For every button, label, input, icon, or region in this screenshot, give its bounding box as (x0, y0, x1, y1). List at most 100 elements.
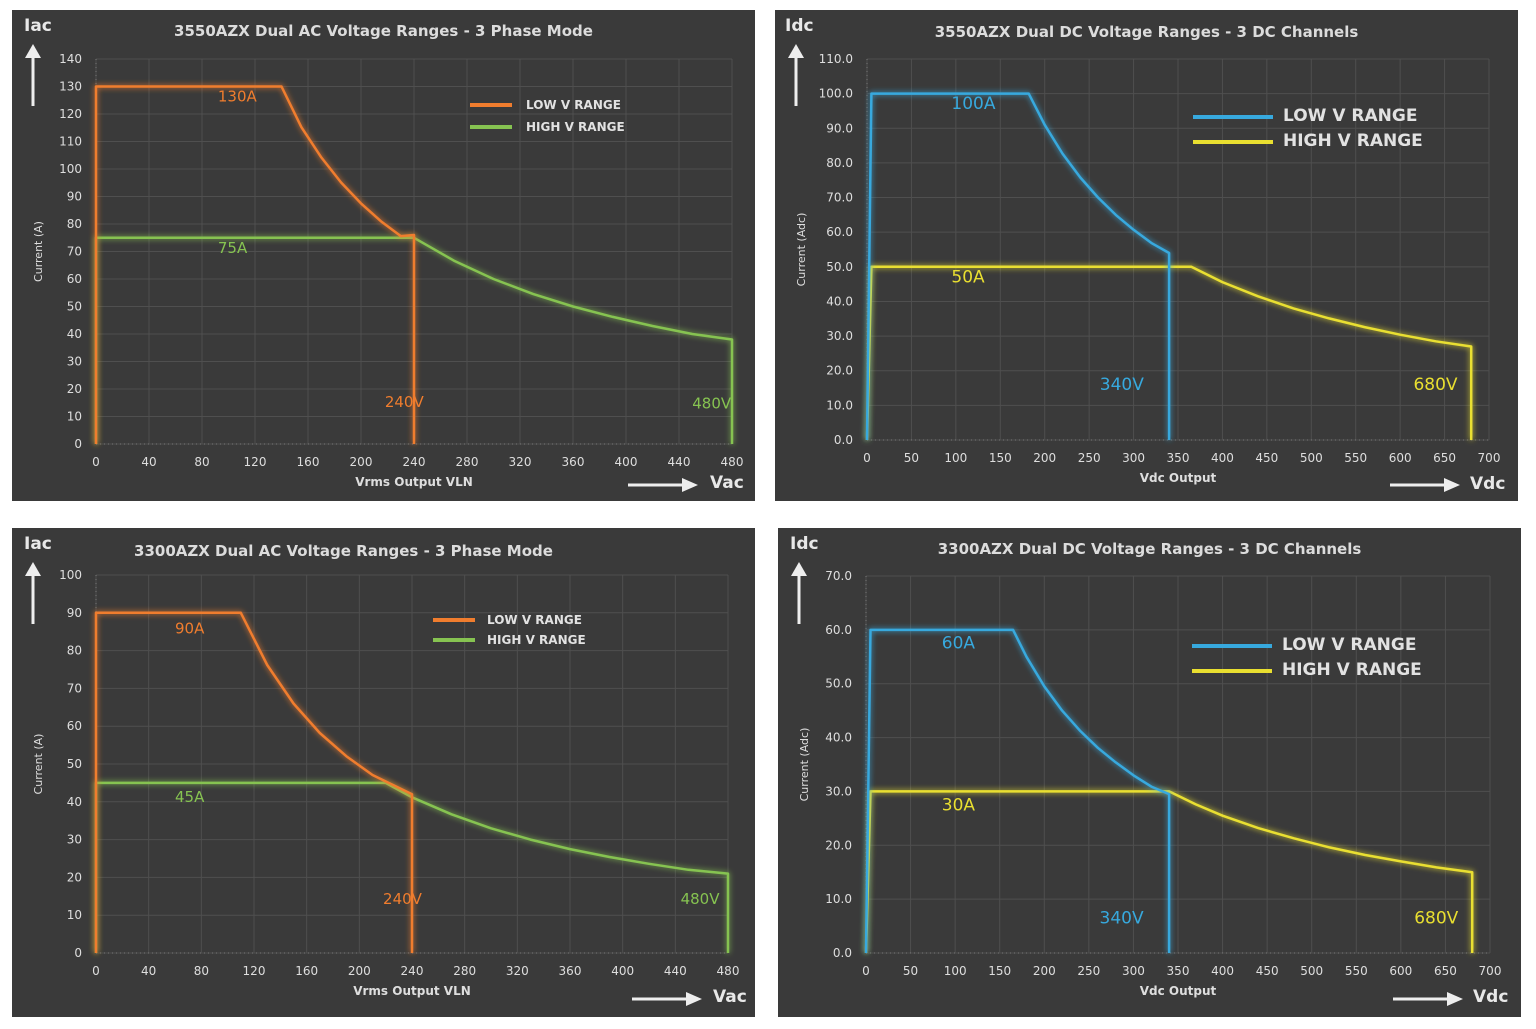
data-label-240v: 240V (383, 890, 423, 908)
y-unit-label: Idc (790, 534, 819, 554)
x-tick-label: 450 (1256, 964, 1279, 978)
x-tick-label: 360 (559, 964, 582, 978)
x-tick-label: 250 (1077, 964, 1100, 978)
x-axis-title: Vdc Output (1140, 471, 1217, 485)
y-tick-label: 60.0 (825, 623, 852, 637)
chart-panel-3300azx-dc: 0 50 100 150 200 250 300 350 400 450 500 550 600 650 7… (778, 528, 1521, 1017)
x-tick-label: 80 (194, 964, 209, 978)
y-tick-label: 110.0 (819, 52, 853, 66)
y-tick-label: 20 (67, 382, 82, 396)
chart-panel-3550azx-ac: 0 40 80 120 160 200 240 280 320 360 400 440 480 0 10 20… (12, 10, 755, 501)
x-tick-label: 0 (863, 451, 871, 465)
y-tick-label: 80.0 (826, 156, 853, 170)
y-tick-label: 30 (67, 833, 82, 847)
x-tick-label: 200 (350, 455, 373, 469)
y-tick-label: 50.0 (826, 260, 853, 274)
x-tick-label: 350 (1167, 451, 1190, 465)
x-tick-label: 700 (1478, 451, 1501, 465)
legend-label: LOW V RANGE (487, 613, 582, 627)
y-tick-label: 0.0 (834, 433, 853, 447)
y-tick-label: 50.0 (825, 677, 852, 691)
chart-panel-3300azx-ac: 0 40 80 120 160 200 240 280 320 360 400 440 480 0 10 20… (12, 528, 755, 1017)
x-tick-label: 550 (1344, 451, 1367, 465)
y-unit-label: Iac (24, 534, 52, 554)
x-tick-label: 350 (1167, 964, 1190, 978)
x-tick-label: 600 (1389, 451, 1412, 465)
x-tick-label: 500 (1300, 964, 1323, 978)
data-label-30a: 30A (942, 795, 976, 815)
y-tick-label: 10.0 (826, 398, 853, 412)
x-tick-label: 120 (243, 964, 266, 978)
x-tick-label: 200 (1033, 964, 1056, 978)
y-tick-label: 30 (67, 355, 82, 369)
y-tick-label: 20.0 (826, 364, 853, 378)
y-tick-label: 50 (67, 300, 82, 314)
chart-plot: 0 50 100 150 200 250 300 350 400 450 500 550 600 650 7… (791, 562, 1502, 1006)
y-axis-title: Current (Adc) (795, 213, 808, 287)
x-tick-label: 320 (506, 964, 529, 978)
x-tick-label: 600 (1389, 964, 1412, 978)
x-tick-label: 120 (244, 455, 267, 469)
y-tick-label: 130 (59, 80, 82, 94)
legend-label: HIGH V RANGE (1283, 131, 1423, 151)
legend-item-high-v-range: HIGH V RANGE (433, 630, 586, 650)
legend-label: HIGH V RANGE (526, 120, 625, 134)
x-tick-label: 100 (944, 964, 967, 978)
chart-legend: LOW V RANGE HIGH V RANGE (433, 610, 586, 650)
legend-swatch (1192, 668, 1272, 673)
y-tick-label: 10 (67, 908, 82, 922)
data-label-480v: 480V (692, 394, 732, 412)
legend-label: LOW V RANGE (526, 98, 621, 112)
x-axis-title: Vrms Output VLN (353, 984, 471, 998)
y-tick-label: 80 (67, 644, 82, 658)
y-axis-arrow-head (791, 562, 807, 576)
x-tick-label: 450 (1255, 451, 1278, 465)
series-line-low-v-range (864, 628, 1171, 954)
x-tick-label: 300 (1122, 451, 1145, 465)
legend-item-high-v-range: HIGH V RANGE (1193, 129, 1423, 154)
x-tick-label: 400 (1211, 964, 1234, 978)
legend-label: HIGH V RANGE (487, 633, 586, 647)
x-tick-label: 360 (562, 455, 585, 469)
legend-item-low-v-range: LOW V RANGE (1192, 633, 1422, 658)
chart-plot: 0 40 80 120 160 200 240 280 320 360 400 440 480 0 10 20… (25, 562, 739, 1006)
legend-item-high-v-range: HIGH V RANGE (1192, 658, 1422, 683)
y-tick-label: 70 (67, 681, 82, 695)
x-tick-label: 280 (456, 455, 479, 469)
x-tick-label: 0 (862, 964, 870, 978)
y-tick-label: 30.0 (826, 329, 853, 343)
legend-item-low-v-range: LOW V RANGE (433, 610, 586, 630)
y-tick-label: 40 (67, 327, 82, 341)
y-tick-label: 10 (67, 410, 82, 424)
x-axis-arrow-head (1444, 478, 1460, 492)
x-tick-label: 700 (1479, 964, 1502, 978)
data-label-90a: 90A (175, 620, 205, 638)
legend-item-low-v-range: LOW V RANGE (470, 94, 625, 116)
legend-swatch (470, 125, 512, 129)
y-tick-label: 40 (67, 795, 82, 809)
y-axis-arrow-head (25, 562, 41, 576)
x-tick-label: 650 (1434, 964, 1457, 978)
x-tick-label: 200 (348, 964, 371, 978)
chart-plot: 0 50 100 150 200 250 300 350 400 450 500 550 600 650 7… (788, 44, 1501, 492)
y-tick-label: 20.0 (825, 838, 852, 852)
chart-legend: LOW V RANGE HIGH V RANGE (470, 94, 625, 138)
x-tick-label: 550 (1345, 964, 1368, 978)
x-tick-label: 50 (904, 451, 919, 465)
legend-swatch (433, 618, 475, 622)
chart-legend: LOW V RANGE HIGH V RANGE (1192, 633, 1422, 683)
x-tick-label: 240 (403, 455, 426, 469)
x-unit-label: Vac (710, 473, 744, 493)
series-line-low-v-range (94, 611, 414, 953)
y-tick-label: 70.0 (825, 569, 852, 583)
legend-swatch (433, 638, 475, 642)
data-label-480v: 480V (681, 890, 721, 908)
chart-title: 3300AZX Dual DC Voltage Ranges - 3 DC Ch… (937, 540, 1362, 558)
y-tick-label: 30.0 (825, 784, 852, 798)
x-tick-label: 240 (401, 964, 424, 978)
y-tick-label: 90 (67, 190, 82, 204)
x-tick-label: 80 (194, 455, 209, 469)
data-label-340v: 340V (1100, 375, 1144, 395)
x-tick-label: 500 (1300, 451, 1323, 465)
data-label-130a: 130A (218, 88, 258, 106)
